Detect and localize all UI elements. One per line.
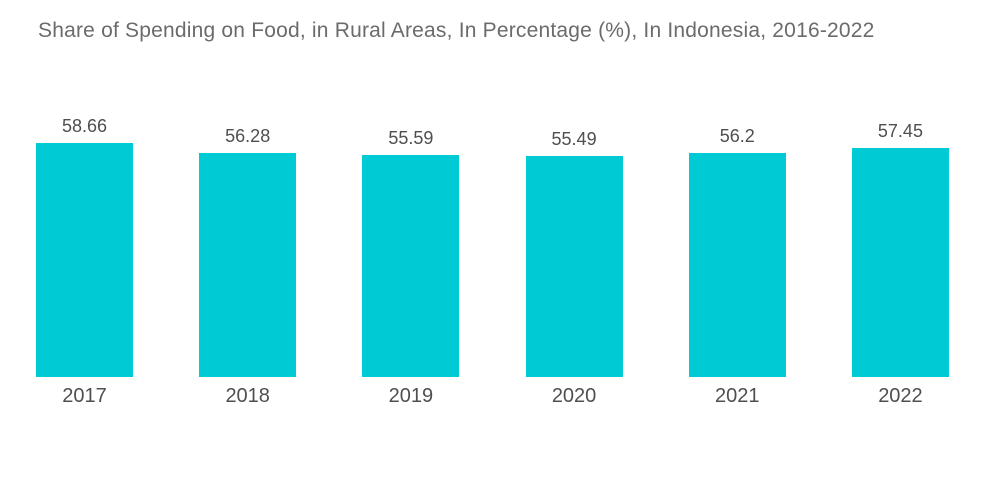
bar-value-label: 56.28 xyxy=(225,125,271,146)
x-axis-label: 2019 xyxy=(388,385,434,408)
bar-column-2019: 55.59 2019 xyxy=(362,115,460,408)
bar-value-label: 57.45 xyxy=(877,121,923,141)
bar-2017 xyxy=(36,143,133,378)
bar-column-2021: 56.2 2021 xyxy=(688,115,786,408)
bar-2021 xyxy=(688,153,786,378)
bar-column-2018: 56.28 2018 xyxy=(199,115,297,408)
bar-value-label: 55.49 xyxy=(551,128,597,149)
x-axis-label: 2021 xyxy=(715,385,760,408)
bar-value-label: 55.59 xyxy=(388,128,434,149)
x-axis-label: 2017 xyxy=(62,385,107,408)
bar-column-2020: 55.49 2020 xyxy=(525,115,623,408)
bar-2020 xyxy=(525,155,623,378)
x-axis-label: 2020 xyxy=(551,385,597,408)
chart-title: Share of Spending on Food, in Rural Area… xyxy=(38,19,875,42)
bar-value-label: 58.66 xyxy=(61,116,108,137)
bar-2022 xyxy=(851,148,949,378)
x-axis-label: 2022 xyxy=(878,385,923,408)
bar-2018 xyxy=(199,152,297,378)
bar-value-label: 56.2 xyxy=(719,126,755,146)
bar-column-2017: 58.66 2017 xyxy=(36,115,133,407)
bar-2019 xyxy=(362,155,460,378)
x-axis-label: 2018 xyxy=(225,385,270,408)
bar-column-2022: 57.45 2022 xyxy=(851,115,949,408)
plot-area: 58.66 2017 56.28 2018 55.59 2019 55.49 2020 56.2… xyxy=(36,115,949,407)
